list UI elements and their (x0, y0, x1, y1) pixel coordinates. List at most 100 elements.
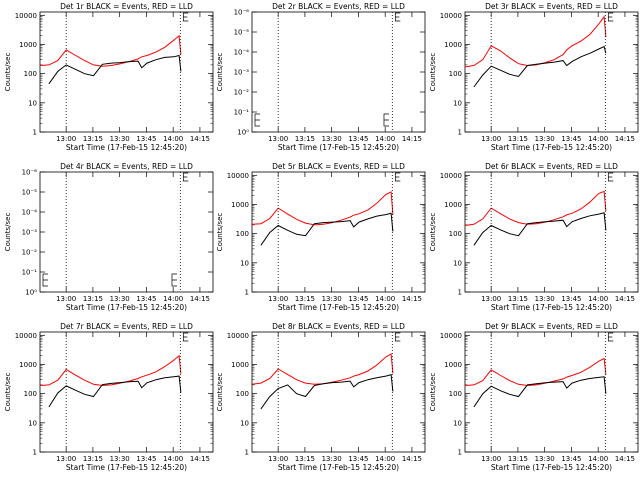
series-line-events (260, 212, 394, 246)
empty-trace-marker (42, 273, 48, 287)
x-tick-label: 13:00 (56, 295, 76, 303)
y-tick-label: 10⁰ (25, 289, 37, 297)
y-tick-label: 1 (458, 129, 462, 137)
x-axis-label: Start Time (17-Feb-15 12:45:20) (66, 463, 187, 472)
empty-trace-marker (171, 273, 177, 287)
marker-flag (607, 332, 614, 342)
panel-det-6: Det 6r BLACK = Events, RED = LLD 1 10 100 10… (429, 162, 639, 312)
x-tick-label: 14:15 (615, 135, 635, 143)
y-tick-label: 1000 (231, 361, 249, 369)
x-tick-label: 13:00 (268, 455, 288, 463)
marker-flag (182, 12, 189, 22)
y-tick-label: 1 (245, 289, 249, 297)
y-tick-label: 10⁻⁵ (22, 189, 38, 197)
y-tick-label: 100 (449, 230, 462, 238)
x-tick-label: 13:00 (481, 135, 501, 143)
y-tick-label: 10000 (227, 172, 249, 180)
y-tick-label: 10000 (227, 332, 249, 340)
x-tick-label: 14:15 (190, 295, 210, 303)
x-tick-label: 14:00 (375, 455, 395, 463)
x-tick-label: 13:30 (535, 135, 555, 143)
y-tick-label: 10000 (440, 172, 462, 180)
x-tick-label: 13:15 (83, 135, 103, 143)
y-tick-label: 100 (449, 390, 462, 398)
panel-det-4: Det 4r BLACK = Events, RED = LLD 10⁰ 10⁻¹ 1… (4, 162, 214, 312)
x-tick-label: 13:45 (348, 295, 368, 303)
y-tick-label: 10 (240, 259, 249, 267)
x-tick-label: 14:00 (588, 135, 608, 143)
y-tick-label: 1000 (444, 201, 462, 209)
y-tick-label: 100 (24, 390, 37, 398)
x-tick-label: 14:15 (190, 135, 210, 143)
y-tick-label: 1 (245, 449, 249, 457)
y-tick-label: 10⁻² (22, 249, 38, 257)
empty-trace-marker (383, 113, 389, 127)
x-tick-label: 13:00 (56, 135, 76, 143)
x-axis-label: Start Time (17-Feb-15 12:45:20) (491, 143, 612, 152)
y-tick-label: 100 (24, 70, 37, 78)
y-tick-label: 10 (28, 99, 37, 107)
y-axis-label: Counts/sec (4, 373, 12, 412)
series-line-events (48, 54, 182, 85)
series-line-events (473, 376, 607, 408)
y-tick-label: 10000 (15, 332, 37, 340)
x-tick-label: 13:45 (136, 295, 156, 303)
y-tick-label: 10⁻⁵ (234, 29, 250, 37)
x-tick-label: 13:45 (136, 455, 156, 463)
y-tick-label: 10 (453, 419, 462, 427)
x-tick-label: 13:30 (322, 455, 342, 463)
series-line-events (48, 375, 182, 408)
plot-frame (39, 11, 214, 133)
y-tick-label: 1 (458, 449, 462, 457)
plot-frame (464, 11, 639, 133)
y-tick-label: 10 (453, 259, 462, 267)
x-axis-label: Start Time (17-Feb-15 12:45:20) (278, 143, 399, 152)
y-axis-label: Counts/sec (4, 53, 12, 92)
x-tick-label: 13:30 (535, 295, 555, 303)
plot-frame (39, 331, 214, 453)
series-line-lld (39, 34, 182, 67)
y-tick-label: 1000 (444, 361, 462, 369)
x-tick-label: 13:30 (110, 455, 130, 463)
y-axis-label: Counts/sec (4, 213, 12, 252)
plot-frame (464, 171, 639, 293)
series-line-lld (251, 353, 394, 385)
y-tick-label: 1 (458, 289, 462, 297)
y-axis-label: Counts/sec (216, 373, 224, 412)
y-axis-label: Counts/sec (216, 53, 224, 92)
y-tick-label: 1000 (444, 41, 462, 49)
x-tick-label: 14:00 (163, 295, 183, 303)
plot-frame (464, 331, 639, 453)
marker-flag (607, 12, 614, 22)
x-tick-label: 14:15 (402, 135, 422, 143)
x-tick-label: 13:00 (481, 455, 501, 463)
x-tick-label: 13:30 (535, 455, 555, 463)
marker-flag (182, 332, 189, 342)
y-tick-label: 10⁻¹ (234, 109, 250, 117)
x-tick-label: 13:45 (561, 135, 581, 143)
panel-title: Det 5r BLACK = Events, RED = LLD (272, 162, 405, 171)
panel-det-8: Det 8r BLACK = Events, RED = LLD 1 10 100 10… (216, 322, 426, 472)
series-line-lld (464, 15, 607, 68)
x-tick-label: 14:15 (402, 295, 422, 303)
x-tick-label: 13:15 (83, 295, 103, 303)
panel-title: Det 4r BLACK = Events, RED = LLD (60, 162, 193, 171)
marker-flag (607, 172, 614, 182)
y-tick-label: 10000 (440, 332, 462, 340)
x-tick-label: 13:45 (136, 135, 156, 143)
marker-flag (394, 332, 401, 342)
y-tick-label: 10⁻⁶ (234, 9, 250, 17)
panel-det-3: Det 3r BLACK = Events, RED = LLD 1 10 100 10… (429, 2, 639, 152)
panel-det-7: Det 7r BLACK = Events, RED = LLD 1 10 100 10… (4, 322, 214, 472)
y-tick-label: 10000 (440, 12, 462, 20)
x-tick-label: 13:15 (508, 135, 528, 143)
marker-flag (394, 172, 401, 182)
x-tick-label: 14:00 (375, 135, 395, 143)
x-tick-label: 14:00 (588, 455, 608, 463)
panel-det-5: Det 5r BLACK = Events, RED = LLD 1 10 100 10… (216, 162, 426, 312)
y-tick-label: 100 (236, 390, 249, 398)
panel-title: Det 7r BLACK = Events, RED = LLD (60, 322, 193, 331)
empty-trace-marker (254, 113, 260, 127)
series-line-events (260, 373, 394, 410)
